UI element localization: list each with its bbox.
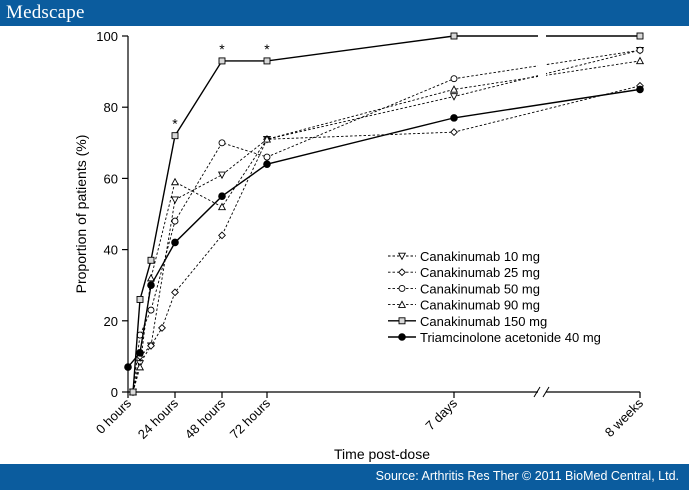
- circle-open-marker: [218, 139, 226, 147]
- legend-label: Canakinumab 10 mg: [420, 249, 540, 264]
- legend-item: Canakinumab 90 mg: [388, 298, 540, 313]
- diamond-marker: [171, 288, 179, 297]
- x-tick-label: 72 hours: [227, 395, 274, 442]
- square-marker: [450, 32, 458, 40]
- square-marker: [398, 317, 406, 325]
- circle-filled-marker: [136, 349, 144, 357]
- circle-filled-marker: [124, 363, 132, 371]
- diamond-marker: [218, 231, 226, 240]
- circle-open-marker: [147, 306, 155, 314]
- legend-item: Canakinumab 150 mg: [388, 314, 547, 329]
- series-line: [132, 35, 640, 393]
- triangle-down-marker: [170, 196, 180, 205]
- square-marker: [147, 256, 155, 264]
- source-citation: Source: Arthritis Res Ther © 2011 BioMed…: [375, 469, 679, 483]
- x-tick-label: 8 weeks: [602, 395, 647, 440]
- x-axis-break-mark: [542, 386, 550, 398]
- significance-asterisk: *: [219, 41, 225, 57]
- triangle-down-marker: [449, 93, 459, 101]
- x-tick-label: 0 hours: [93, 395, 135, 437]
- legend-label: Canakinumab 90 mg: [420, 298, 540, 313]
- triangle-down-marker: [397, 252, 407, 261]
- legend-label: Canakinumab 150 mg: [420, 314, 547, 329]
- medscape-logo[interactable]: Medscape: [6, 2, 85, 23]
- circle-filled-marker: [636, 85, 644, 94]
- circle-open-marker: [171, 217, 179, 225]
- circle-filled-marker: [450, 114, 458, 122]
- circle-filled-marker: [263, 160, 271, 168]
- significance-layer: * * *: [172, 41, 270, 132]
- circle-filled-marker: [147, 281, 155, 290]
- square-marker: [129, 388, 137, 396]
- triangle-up-marker: [449, 85, 459, 93]
- y-tick-label: 60: [104, 171, 118, 186]
- x-axis-title: Time post-dose: [334, 446, 430, 462]
- legend-item: Canakinumab 25 mg: [388, 265, 540, 280]
- square-marker: [263, 57, 271, 65]
- circle-open-marker: [450, 75, 458, 83]
- series-square: [129, 32, 644, 396]
- x-axis-break-mark: [533, 386, 541, 398]
- square-marker: [218, 57, 226, 65]
- triangle-up-marker: [397, 300, 407, 308]
- significance-asterisk: *: [264, 41, 270, 57]
- circle-open-marker: [636, 46, 644, 54]
- triangle-up-marker: [170, 177, 180, 186]
- diamond-marker: [450, 128, 458, 137]
- circle-filled-marker: [171, 238, 179, 247]
- legend-item: Triamcinolone acetonide 40 mg: [388, 330, 601, 345]
- significance-asterisk: *: [172, 116, 178, 132]
- triangle-up-marker: [135, 362, 145, 371]
- triangle-down-marker: [217, 171, 227, 180]
- y-axis: 0 20 40 60 80 100: [96, 29, 129, 400]
- series-line: [127, 88, 641, 368]
- footer-bar: Source: Arthritis Res Ther © 2011 BioMed…: [0, 464, 689, 490]
- triangle-up-marker: [146, 273, 156, 282]
- series-layer: [124, 32, 645, 397]
- series-circle-filled: [124, 85, 644, 371]
- legend-item: Canakinumab 10 mg: [388, 249, 540, 264]
- y-tick-label: 20: [104, 314, 118, 329]
- circle-filled-marker: [398, 333, 406, 341]
- line-break-gap: [538, 28, 546, 98]
- header-bar: Medscape: [0, 0, 689, 26]
- y-tick-label: 100: [96, 29, 118, 44]
- legend-label: Canakinumab 25 mg: [420, 265, 540, 280]
- y-tick-label: 0: [111, 385, 118, 400]
- diamond-marker: [147, 341, 155, 350]
- legend-label: Triamcinolone acetonide 40 mg: [420, 330, 601, 345]
- x-tick-label: 24 hours: [135, 395, 182, 442]
- y-tick-label: 80: [104, 100, 118, 115]
- circle-open-marker: [398, 284, 406, 292]
- circle-open-marker: [263, 153, 271, 161]
- x-tick-label: 48 hours: [182, 395, 229, 442]
- diamond-marker: [398, 268, 406, 277]
- series-diamond: [129, 81, 644, 396]
- y-tick-label: 40: [104, 243, 118, 258]
- legend-label: Canakinumab 50 mg: [420, 281, 540, 296]
- legend-item: Canakinumab 50 mg: [388, 281, 540, 296]
- square-marker: [636, 32, 644, 40]
- circle-filled-marker: [218, 192, 226, 201]
- series-line: [132, 49, 641, 393]
- series-line: [132, 85, 641, 393]
- triangle-up-marker: [217, 202, 227, 211]
- triangle-up-marker: [635, 56, 645, 65]
- triangle-up-marker: [262, 134, 272, 143]
- y-axis-title: Proportion of patients (%): [73, 135, 89, 294]
- x-tick-label: 7 days: [422, 395, 460, 433]
- square-marker: [136, 295, 144, 303]
- square-marker: [171, 132, 179, 140]
- diamond-marker: [158, 323, 166, 332]
